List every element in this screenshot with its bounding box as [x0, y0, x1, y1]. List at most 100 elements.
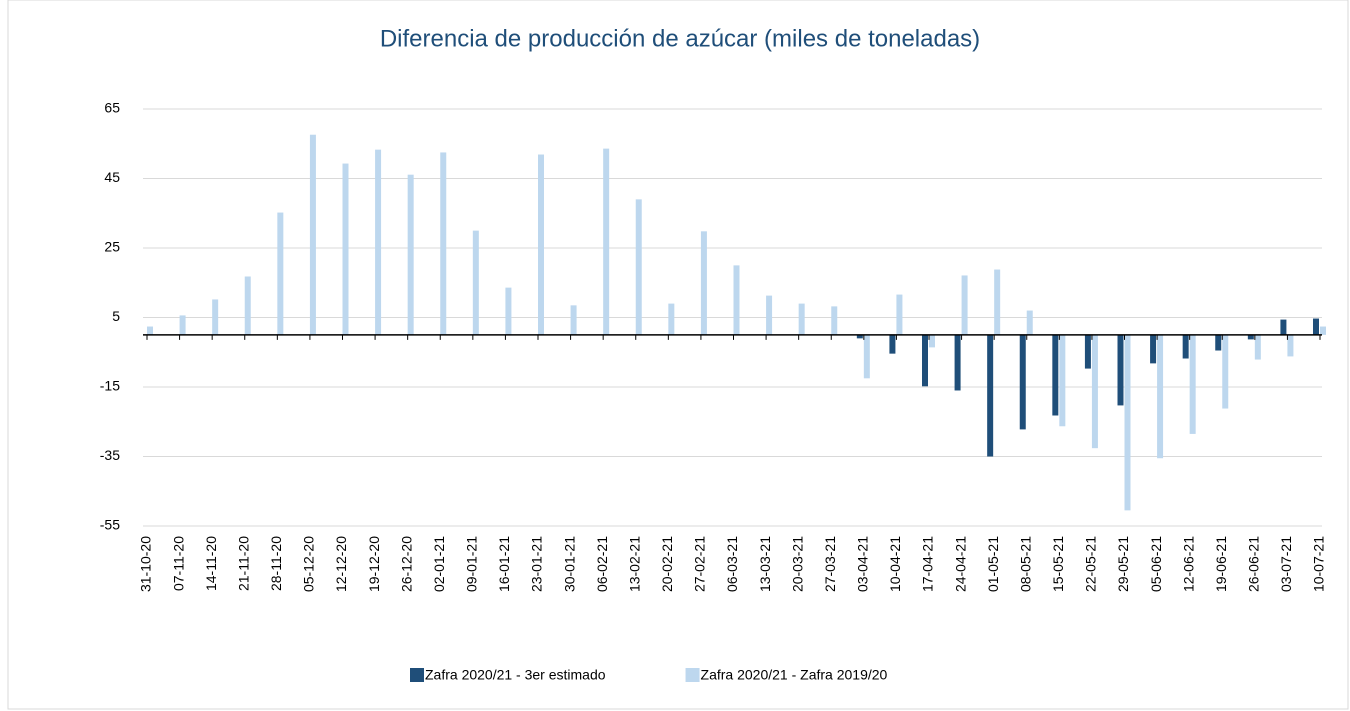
x-tick-label: 07-11-20 [170, 536, 186, 591]
x-tick-label: 19-06-21 [1213, 536, 1229, 592]
bar [603, 148, 610, 335]
bar [277, 212, 284, 335]
bar [863, 334, 870, 379]
bar [700, 231, 707, 335]
x-tick-label: 05-12-20 [301, 536, 317, 592]
bar [1059, 334, 1066, 427]
legend-swatch [410, 668, 424, 682]
bar [929, 334, 935, 348]
legend-label: Zafra 2020/21 - 3er estimado [425, 667, 606, 683]
bar [179, 315, 186, 335]
bar [1019, 334, 1026, 430]
x-tick-label: 26-06-21 [1246, 536, 1262, 592]
x-tick-label: 21-11-20 [235, 536, 251, 591]
x-tick-label: 02-01-21 [431, 536, 447, 592]
bar [538, 154, 544, 335]
x-tick-label: 08-05-21 [1017, 536, 1033, 592]
x-tick-label: 05-06-21 [1148, 536, 1164, 592]
bar [1182, 334, 1189, 359]
bar [472, 230, 479, 335]
x-tick-label: 29-05-21 [1115, 536, 1131, 592]
bar [375, 149, 382, 335]
bar [1026, 310, 1033, 335]
y-tick-label: 65 [104, 100, 120, 116]
bar [766, 295, 773, 335]
y-tick-label: 25 [104, 239, 120, 255]
x-tick-label: 20-03-21 [789, 536, 805, 592]
x-tick-label: 27-02-21 [692, 536, 708, 592]
bar [889, 334, 896, 354]
x-tick-label: 12-12-20 [333, 536, 349, 592]
bar [147, 326, 153, 335]
x-tick-label: 01-05-21 [985, 536, 1001, 592]
y-tick-label: 45 [104, 169, 120, 185]
bar [1091, 334, 1098, 449]
bar [309, 134, 316, 335]
bar [212, 299, 219, 335]
bar [342, 163, 349, 335]
bar [244, 276, 251, 335]
y-tick-label: -55 [100, 517, 120, 533]
x-tick-label: 22-05-21 [1083, 536, 1099, 592]
x-tick-label: 03-04-21 [855, 536, 871, 592]
bar [896, 294, 903, 335]
x-tick-label: 27-03-21 [822, 536, 838, 592]
x-tick-label: 06-02-21 [594, 536, 610, 592]
x-tick-label: 09-01-21 [464, 536, 480, 592]
bar [1320, 326, 1326, 335]
x-tick-label: 16-01-21 [496, 536, 512, 592]
x-tick-label: 23-01-21 [529, 536, 545, 592]
x-tick-label: 14-11-20 [203, 536, 219, 591]
bar [1189, 334, 1196, 434]
x-tick-label: 10-04-21 [887, 536, 903, 592]
bar [961, 275, 968, 335]
bar [994, 269, 1001, 335]
bar [1215, 334, 1222, 351]
bar [1084, 334, 1091, 369]
bar [1124, 334, 1131, 511]
bar [668, 303, 675, 335]
bar [1247, 334, 1254, 340]
y-tick-label: 5 [112, 308, 120, 324]
x-tick-label: 13-02-21 [626, 536, 642, 592]
bar [635, 199, 642, 335]
chart-frame [7, 0, 1349, 710]
bar [954, 334, 961, 391]
legend-swatch [685, 668, 700, 682]
x-tick-label: 24-04-21 [952, 536, 968, 592]
bar [733, 265, 740, 335]
y-tick-label: -15 [100, 378, 120, 394]
bar [1287, 334, 1294, 357]
x-tick-label: 13-03-21 [757, 536, 773, 592]
x-tick-label: 10-07-21 [1311, 536, 1327, 592]
bar [987, 334, 994, 457]
x-tick-label: 06-03-21 [724, 536, 740, 592]
bar [570, 305, 577, 335]
bar [1157, 334, 1164, 459]
y-tick-label: -35 [100, 447, 120, 463]
x-tick-label: 20-02-21 [659, 536, 675, 592]
x-tick-label: 15-05-21 [1050, 536, 1066, 592]
x-tick-label: 30-01-21 [561, 536, 577, 592]
x-tick-label: 03-07-21 [1278, 536, 1294, 592]
bar [1150, 334, 1157, 364]
bar [1313, 318, 1319, 335]
x-tick-label: 26-12-20 [398, 536, 414, 592]
bar [798, 303, 805, 335]
bar [1222, 334, 1229, 409]
bar [505, 287, 512, 335]
x-tick-label: 19-12-20 [366, 536, 382, 592]
bar [831, 306, 838, 335]
bar [1117, 334, 1124, 406]
x-tick-label: 12-06-21 [1180, 536, 1196, 592]
x-tick-label: 28-11-20 [268, 536, 284, 591]
x-tick-label: 31-10-20 [138, 536, 154, 592]
bar [1052, 334, 1059, 416]
bar [407, 174, 414, 335]
chart-title: Diferencia de producción de azúcar (mile… [380, 25, 980, 52]
bar [1254, 334, 1261, 360]
bar [922, 334, 928, 387]
bar [440, 152, 447, 335]
x-tick-label: 17-04-21 [920, 536, 936, 592]
